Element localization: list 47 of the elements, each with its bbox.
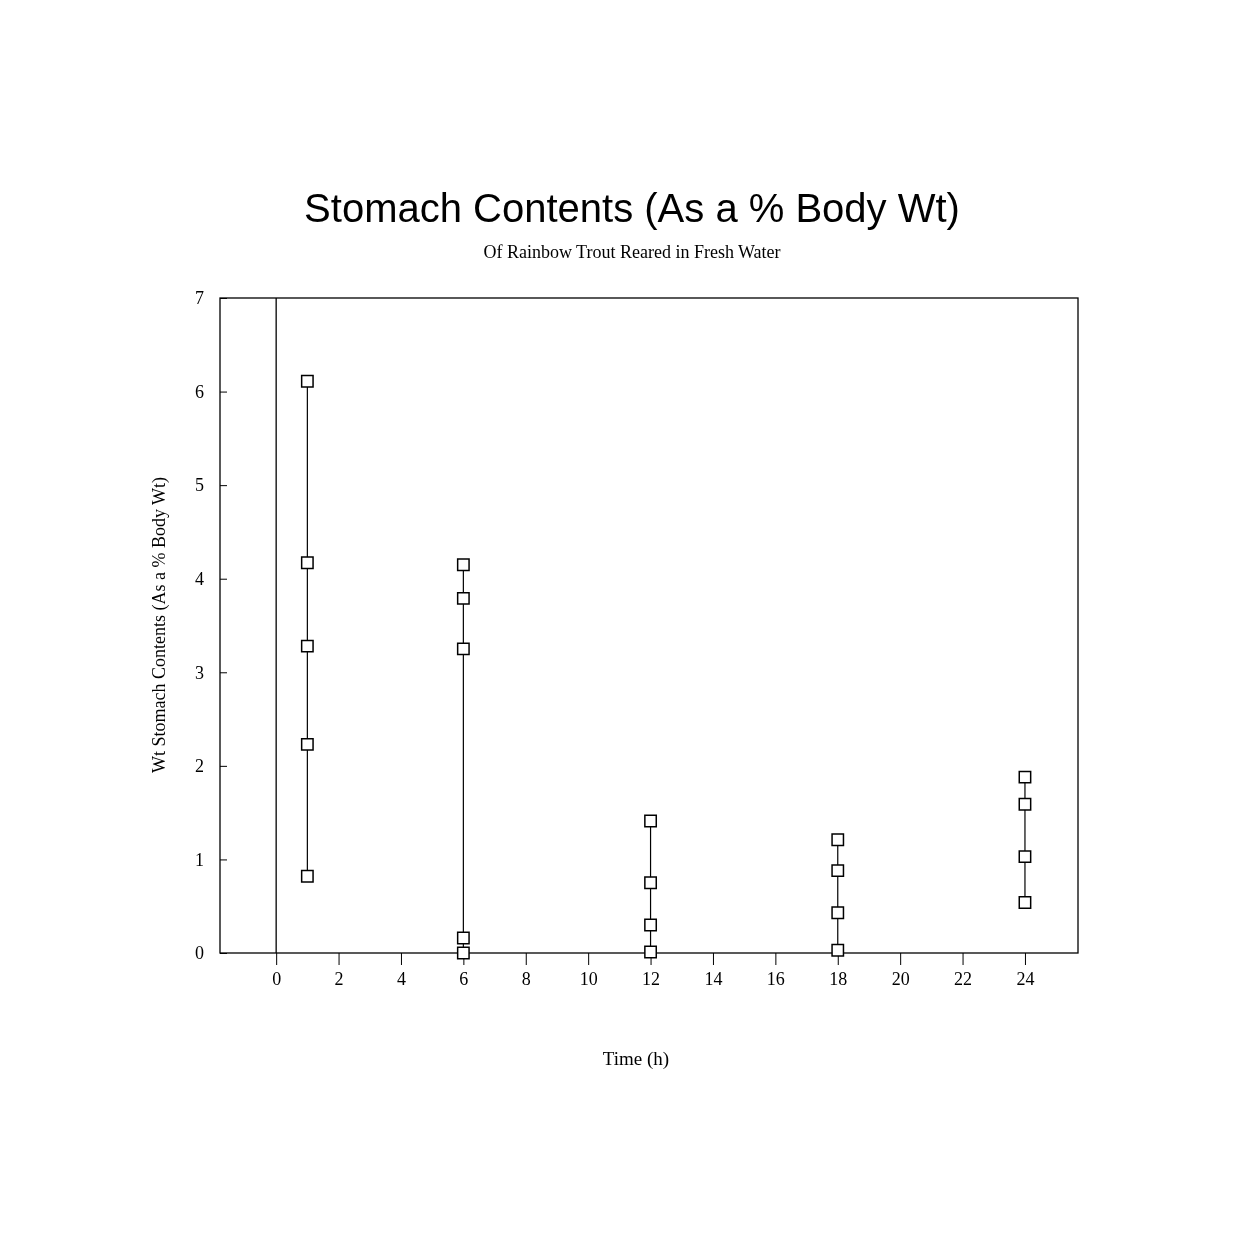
x-tick-label: 20 <box>891 969 910 989</box>
y-tick-label: 1 <box>195 849 204 870</box>
point <box>831 833 845 847</box>
y-tick-label: 7 <box>195 288 204 309</box>
point <box>300 869 314 883</box>
x-tick-label: 22 <box>954 969 973 989</box>
x-tick-label: 8 <box>521 969 531 989</box>
y-tick-label: 2 <box>195 756 204 777</box>
point <box>456 931 470 945</box>
point <box>456 642 470 656</box>
y-tick-label: 6 <box>195 381 204 402</box>
x-tick-label: 4 <box>396 969 406 989</box>
point <box>456 558 470 572</box>
point <box>644 945 658 959</box>
point <box>300 374 314 388</box>
point <box>831 906 845 920</box>
x-tick-label: 18 <box>829 969 848 989</box>
point <box>644 814 658 828</box>
x-tick-label: 10 <box>579 969 598 989</box>
point <box>831 864 845 878</box>
chart-subtitle: Of Rainbow Trout Reared in Fresh Water <box>483 242 781 262</box>
chart-title: Stomach Contents (As a % Body Wt) <box>304 186 960 230</box>
y-axis-title: Wt Stomach Contents (As a % Body Wt) <box>149 476 170 774</box>
x-axis-title: Time (h) <box>602 1048 670 1070</box>
point <box>1018 850 1032 864</box>
x-tick-label: 16 <box>766 969 785 989</box>
point <box>644 918 658 932</box>
point <box>831 943 845 957</box>
y-tick-label: 5 <box>195 475 204 496</box>
x-tick-label: 2 <box>334 969 344 989</box>
point <box>456 946 470 960</box>
point <box>1018 896 1032 909</box>
y-tick-label: 4 <box>195 568 204 589</box>
point <box>300 639 314 653</box>
point <box>300 556 314 570</box>
point <box>1018 797 1032 811</box>
x-tick-label: 0 <box>272 969 282 989</box>
x-tick-label: 24 <box>1016 969 1035 989</box>
x-tick-label: 14 <box>704 969 723 989</box>
point <box>644 876 658 890</box>
point <box>1018 770 1032 784</box>
point <box>456 591 470 605</box>
x-tick-label: 6 <box>459 969 469 989</box>
y-tick-label: 3 <box>195 662 204 683</box>
x-tick-label: 12 <box>642 969 661 989</box>
point <box>300 737 314 751</box>
y-tick-label: 0 <box>195 943 204 964</box>
